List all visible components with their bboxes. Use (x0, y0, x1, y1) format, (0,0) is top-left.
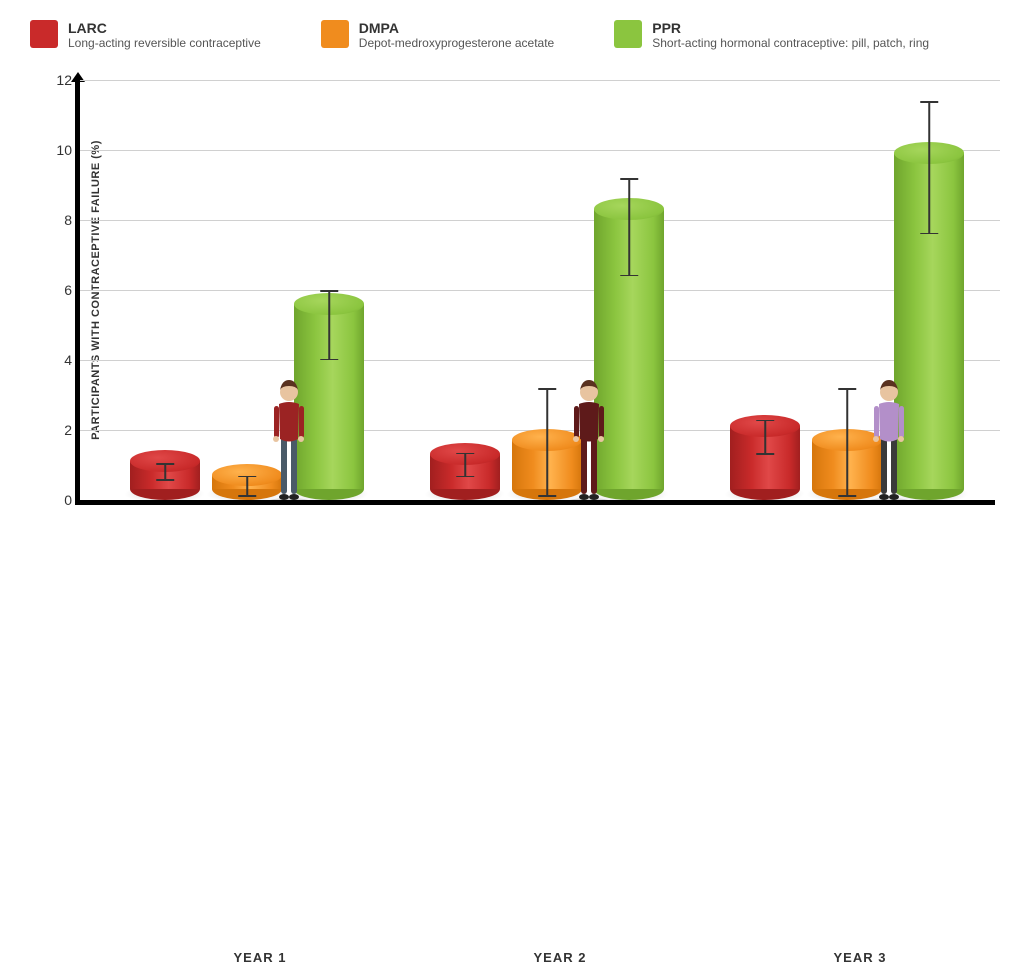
legend-item-dmpa: DMPA Depot-medroxyprogesterone acetate (321, 20, 554, 50)
error-bar (628, 178, 630, 276)
error-bar (464, 453, 466, 478)
person-icon (864, 374, 914, 504)
legend-swatch-larc (30, 20, 58, 48)
error-bar (928, 101, 930, 234)
bar-larc (730, 415, 800, 500)
person-icon (264, 374, 314, 504)
error-bar (328, 290, 330, 360)
y-tick: 10 (56, 142, 72, 158)
legend-sub-larc: Long-acting reversible contraceptive (68, 36, 261, 50)
y-tick: 6 (64, 282, 72, 298)
legend-sub-dmpa: Depot-medroxyprogesterone acetate (359, 36, 554, 50)
legend-item-ppr: PPR Short-acting hormonal contraceptive:… (614, 20, 929, 50)
group-label: YEAR 2 (430, 950, 690, 965)
error-bar (846, 388, 848, 497)
legend: LARC Long-acting reversible contraceptiv… (0, 0, 1024, 60)
legend-swatch-dmpa (321, 20, 349, 48)
group-label: YEAR 3 (730, 950, 990, 965)
error-bar (164, 463, 166, 481)
legend-title-ppr: PPR (652, 20, 929, 36)
y-tick: 4 (64, 352, 72, 368)
bar-larc (430, 443, 500, 500)
bar-larc (130, 450, 200, 500)
group-label: YEAR 1 (130, 950, 390, 965)
y-tick: 2 (64, 422, 72, 438)
legend-item-larc: LARC Long-acting reversible contraceptiv… (30, 20, 261, 50)
y-axis: 024681012 (30, 80, 80, 500)
y-tick: 8 (64, 212, 72, 228)
legend-sub-ppr: Short-acting hormonal contraceptive: pil… (652, 36, 929, 50)
error-bar (764, 420, 766, 455)
chart: 024681012 PARTICIPANTS WITH CONTRACEPTIV… (30, 80, 1000, 550)
plot-area: YEAR 1 YEAR 2 YEAR 3 (110, 80, 1000, 500)
person-icon (564, 374, 614, 504)
legend-title-dmpa: DMPA (359, 20, 554, 36)
legend-swatch-ppr (614, 20, 642, 48)
legend-title-larc: LARC (68, 20, 261, 36)
error-bar (246, 476, 248, 497)
y-tick: 0 (64, 492, 72, 508)
error-bar (546, 388, 548, 497)
y-tick: 12 (56, 72, 72, 88)
x-axis-line (75, 500, 995, 505)
